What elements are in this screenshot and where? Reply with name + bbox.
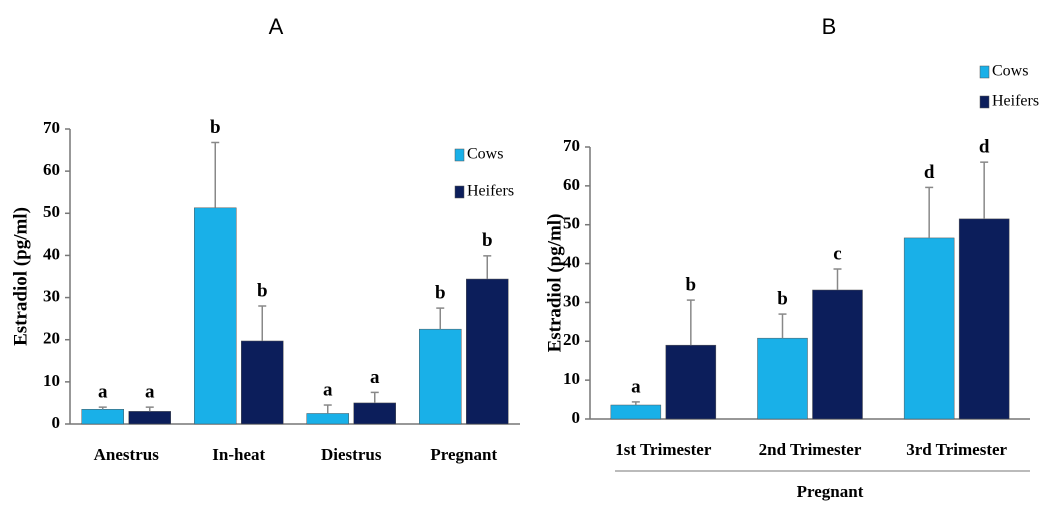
y-tick-label: 60 xyxy=(563,175,580,194)
significance-letter: a xyxy=(98,382,108,403)
y-tick-label: 0 xyxy=(52,413,61,432)
y-tick-label: 40 xyxy=(563,252,580,271)
significance-letter: b xyxy=(210,117,221,138)
significance-letter: b xyxy=(257,280,268,301)
significance-letter: a xyxy=(370,367,380,388)
y-axis-label: Estradiol (pg/ml) xyxy=(544,214,565,353)
bar xyxy=(665,344,717,420)
bar xyxy=(812,289,863,420)
legend-label: Cows xyxy=(992,63,1028,80)
bar xyxy=(241,340,284,425)
significance-letter: a xyxy=(145,382,155,403)
panel-title: A xyxy=(269,14,284,39)
bar xyxy=(353,402,396,425)
significance-letter: d xyxy=(979,137,990,158)
x-tick-label: Pregnant xyxy=(430,445,497,464)
y-tick-label: 20 xyxy=(563,330,580,349)
y-tick-label: 30 xyxy=(563,291,580,310)
bar xyxy=(466,278,509,425)
panel-title: B xyxy=(822,14,837,39)
significance-letter: b xyxy=(435,282,446,303)
bar xyxy=(610,404,662,420)
y-tick-label: 60 xyxy=(43,160,60,179)
x-tick-label: 1st Trimester xyxy=(615,440,712,459)
legend-swatch xyxy=(454,148,465,162)
x-tick-label: In-heat xyxy=(212,445,265,464)
y-tick-label: 10 xyxy=(563,369,580,388)
legend-swatch xyxy=(979,95,990,109)
bar xyxy=(757,337,808,420)
y-tick-label: 30 xyxy=(43,286,60,305)
y-tick-label: 70 xyxy=(563,136,580,155)
x-tick-label: Anestrus xyxy=(94,445,160,464)
significance-letter: d xyxy=(924,162,935,183)
bar xyxy=(419,328,462,425)
y-axis-label: Estradiol (pg/ml) xyxy=(10,207,31,346)
legend-label: Heifers xyxy=(467,183,514,200)
bar xyxy=(958,218,1010,420)
bar xyxy=(128,411,171,425)
y-tick-label: 0 xyxy=(572,408,581,427)
legend-label: Cows xyxy=(467,146,503,163)
legend-swatch xyxy=(454,185,465,199)
significance-letter: b xyxy=(686,274,697,295)
x-tick-label: 3rd Trimester xyxy=(906,440,1007,459)
legend-label: Heifers xyxy=(992,93,1039,110)
significance-letter: c xyxy=(833,243,841,264)
significance-letter: a xyxy=(631,376,641,397)
bar xyxy=(81,409,124,425)
significance-letter: a xyxy=(323,379,333,400)
bar xyxy=(903,237,955,420)
y-tick-label: 50 xyxy=(43,202,60,221)
y-tick-label: 40 xyxy=(43,244,60,263)
y-tick-label: 20 xyxy=(43,329,60,348)
x-tick-label: Diestrus xyxy=(321,445,382,464)
x-tick-label: 2nd Trimester xyxy=(759,440,862,459)
x-axis-label: Pregnant xyxy=(797,482,864,501)
y-tick-label: 50 xyxy=(563,214,580,233)
bar xyxy=(306,413,349,425)
legend-swatch xyxy=(979,65,990,79)
y-tick-label: 70 xyxy=(43,118,60,137)
significance-letter: b xyxy=(482,230,493,251)
bar xyxy=(194,207,237,425)
significance-letter: b xyxy=(777,288,788,309)
y-tick-label: 10 xyxy=(43,371,60,390)
